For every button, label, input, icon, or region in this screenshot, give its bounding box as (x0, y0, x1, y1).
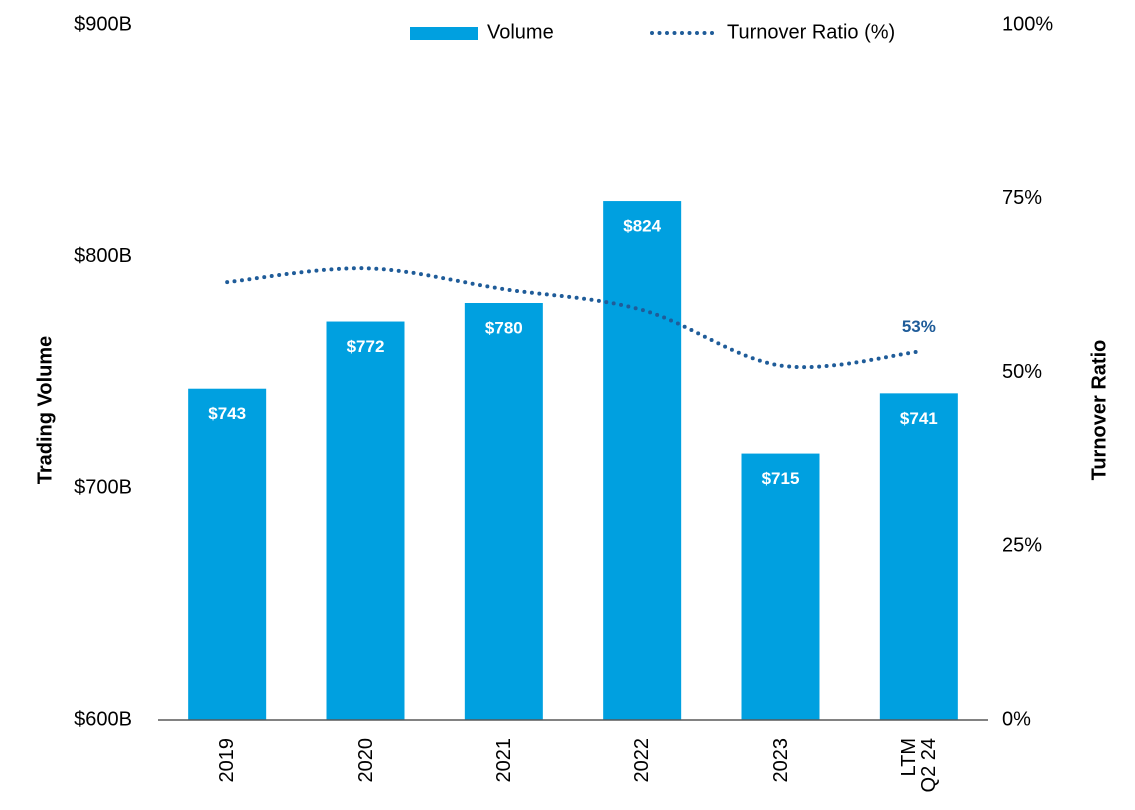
bar (326, 321, 405, 720)
bar (879, 393, 958, 720)
bar (464, 303, 543, 720)
legend-swatch (410, 27, 478, 40)
y-tick-label: $600B (74, 708, 132, 730)
y2-tick-label: 0% (1002, 708, 1031, 730)
x-tick-label: 2019 (216, 738, 239, 783)
x-tick-label: 2023 (769, 738, 792, 783)
y-axis-title: Trading Volume (34, 336, 56, 485)
y2-axis-title: Turnover Ratio (1088, 340, 1110, 481)
bar (741, 453, 820, 720)
y2-tick-label: 100% (1002, 13, 1053, 35)
y2-tick-label: 75% (1002, 187, 1042, 209)
bar (188, 388, 267, 720)
data-label: $772 (347, 337, 385, 356)
legend-label: Volume (487, 21, 554, 43)
data-label: $715 (762, 469, 800, 488)
y2-tick-label: 25% (1002, 535, 1042, 557)
legend-label: Turnover Ratio (%) (727, 21, 895, 43)
y-tick-label: $900B (74, 13, 132, 35)
x-tick-label: LTM Q2 24 (897, 738, 940, 793)
y-tick-label: $800B (74, 245, 132, 267)
y-tick-label: $700B (74, 477, 132, 499)
x-tick-label: 2020 (354, 738, 377, 783)
data-label: $743 (208, 404, 246, 423)
bar (603, 201, 682, 721)
y2-tick-label: 50% (1002, 361, 1042, 383)
x-tick-label: 2022 (631, 738, 654, 783)
data-label: $824 (623, 217, 661, 236)
x-tick-label: 2021 (492, 738, 515, 783)
data-label: $780 (485, 318, 523, 337)
data-label: 53% (902, 317, 936, 336)
data-label: $741 (900, 409, 938, 428)
